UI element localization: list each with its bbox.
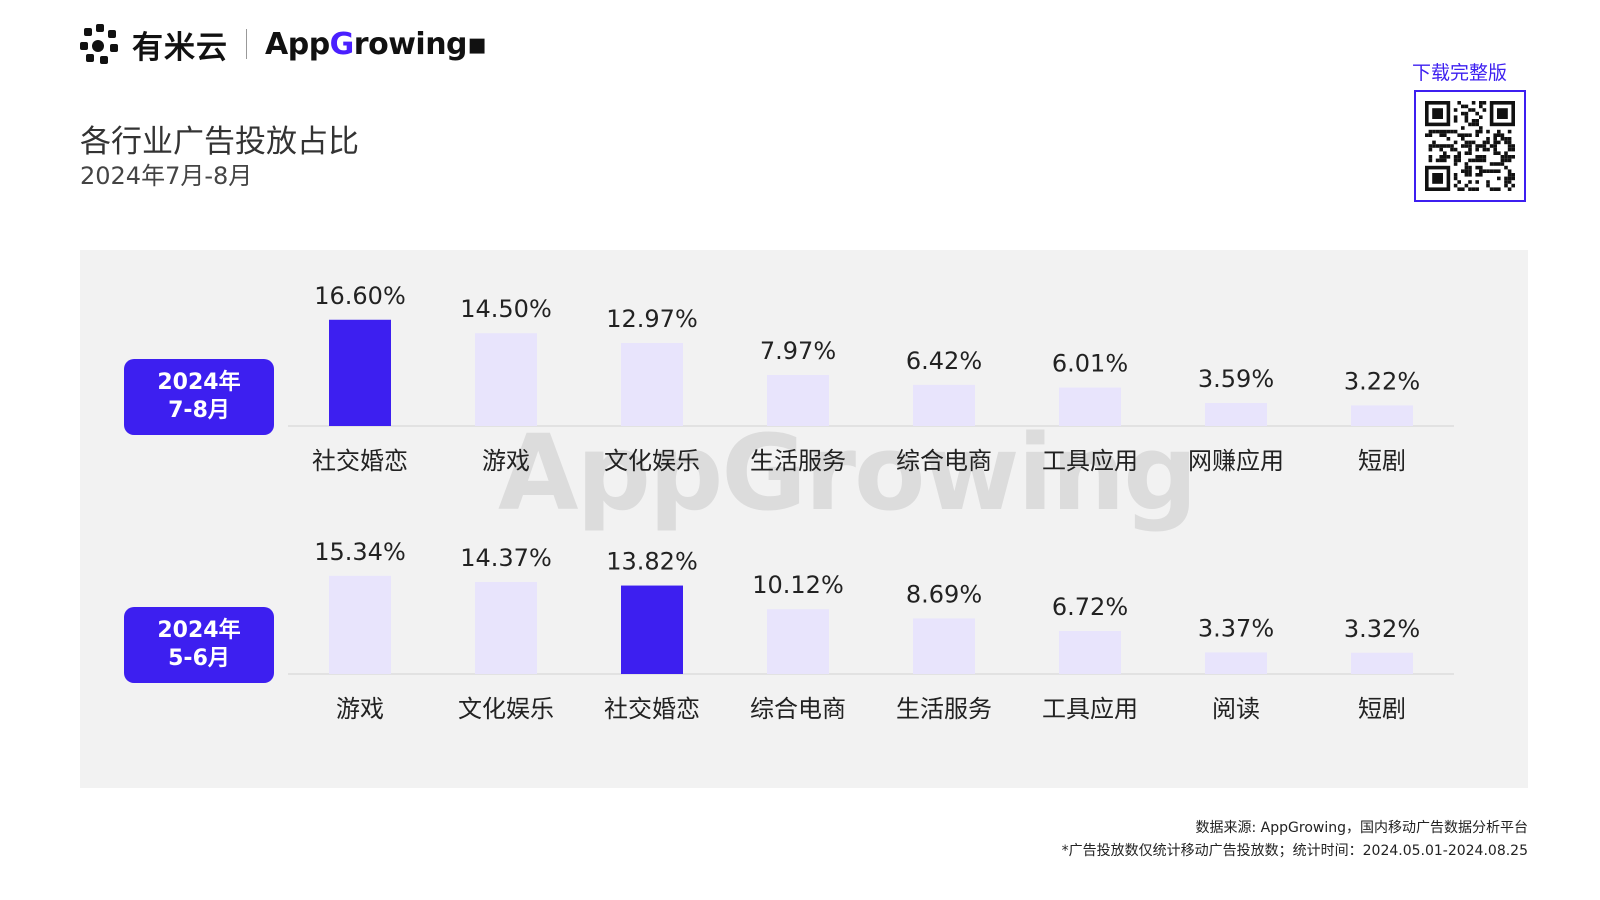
logo-divider [246,29,247,59]
chart-1-value-label-2: 13.82% [606,548,698,576]
chart-0-category-label-2: 文化娱乐 [604,447,700,475]
qr-code-icon[interactable] [1414,90,1526,202]
chart-1-value-label-7: 3.32% [1344,615,1420,643]
chart-0-category-label-7: 短剧 [1358,447,1406,475]
chart-1-category-label-3: 综合电商 [750,695,846,723]
chart-1-bar-3 [767,609,829,674]
chart-0-value-label-3: 7.97% [760,337,836,365]
chart-0-bar-5 [1059,387,1121,426]
chart-0-value-label-4: 6.42% [906,347,982,375]
chart-0-value-label-7: 3.22% [1344,367,1420,395]
chart-1-category-label-5: 工具应用 [1042,695,1138,723]
chart-0-bar-2 [621,342,683,426]
chart-1-bar-5 [1059,630,1121,674]
chart-1-bar-6 [1205,652,1267,674]
chart-1-category-label-1: 文化娱乐 [458,695,554,723]
chart-0-category-label-0: 社交婚恋 [312,447,408,475]
chart-1-value-label-4: 8.69% [906,580,982,608]
footer-note: *广告投放数仅统计移动广告投放数；统计时间：2024.05.01-2024.08… [1061,843,1528,859]
chart-0-bar-6 [1205,403,1267,426]
page-subtitle: 2024年7月-8月 [80,162,253,190]
period-badge-may-jun: 2024年 5-6月 [124,607,274,683]
chart-0-bar-1 [475,333,537,426]
chart-0-category-label-1: 游戏 [482,447,530,475]
chart-0-category-label-3: 生活服务 [750,447,846,475]
chart-1-bar-1 [475,582,537,674]
youmi-logo-icon [80,24,124,64]
chart-0-value-label-1: 14.50% [460,295,552,323]
chart-1-value-label-1: 14.37% [460,544,552,572]
chart-0-bar-7 [1351,405,1413,426]
bar-charts: 16.60% 社交婚恋 14.50% 游戏 12.97% 文化娱乐 7.97% 生活服务 6.4… [288,282,1454,723]
chart-1-category-label-6: 阅读 [1212,695,1260,723]
chart-1-category-label-2: 社交婚恋 [604,695,700,723]
chart-1-bar-7 [1351,652,1413,674]
watermark: AppGrowing [498,412,1198,534]
chart-0-value-label-0: 16.60% [314,282,406,310]
chart-1-value-label-3: 10.12% [752,571,844,599]
chart-1-bar-0 [329,575,391,674]
chart-0-category-label-6: 网赚应用 [1188,447,1284,475]
chart-0-bar-0 [329,319,391,426]
logo-appgrowing: AppGrowing▪ [265,26,487,62]
chart-0-category-label-4: 综合电商 [896,447,992,475]
chart-1-value-label-0: 15.34% [314,538,406,566]
chart-0-bar-3 [767,374,829,426]
chart-panel: AppGrowing 2024年 7-8月 2024年 5-6月 16.60% 社交婚… [80,250,1528,788]
download-full-version-link[interactable]: 下载完整版 [1412,62,1508,84]
footer-source: 数据来源: AppGrowing，国内移动广告数据分析平台 [1195,820,1528,836]
chart-1-category-label-0: 游戏 [336,695,384,723]
chart-0-bar-4 [913,384,975,426]
chart-1-bar-2 [621,585,683,674]
chart-1-category-label-7: 短剧 [1358,695,1406,723]
chart-0-value-label-6: 3.59% [1198,365,1274,393]
chart-0-value-label-5: 6.01% [1052,350,1128,378]
chart-1-bar-4 [913,618,975,674]
chart-1-value-label-6: 3.37% [1198,614,1274,642]
logo: 有米云 AppGrowing▪ [80,22,487,66]
chart-0-category-label-5: 工具应用 [1042,447,1138,475]
period-badge-jul-aug: 2024年 7-8月 [124,359,274,435]
logo-cn-text: 有米云 [132,29,228,66]
chart-1-category-label-4: 生活服务 [896,695,992,723]
page-title: 各行业广告投放占比 [80,124,359,160]
chart-0-value-label-2: 12.97% [606,305,698,333]
chart-1-value-label-5: 6.72% [1052,593,1128,621]
